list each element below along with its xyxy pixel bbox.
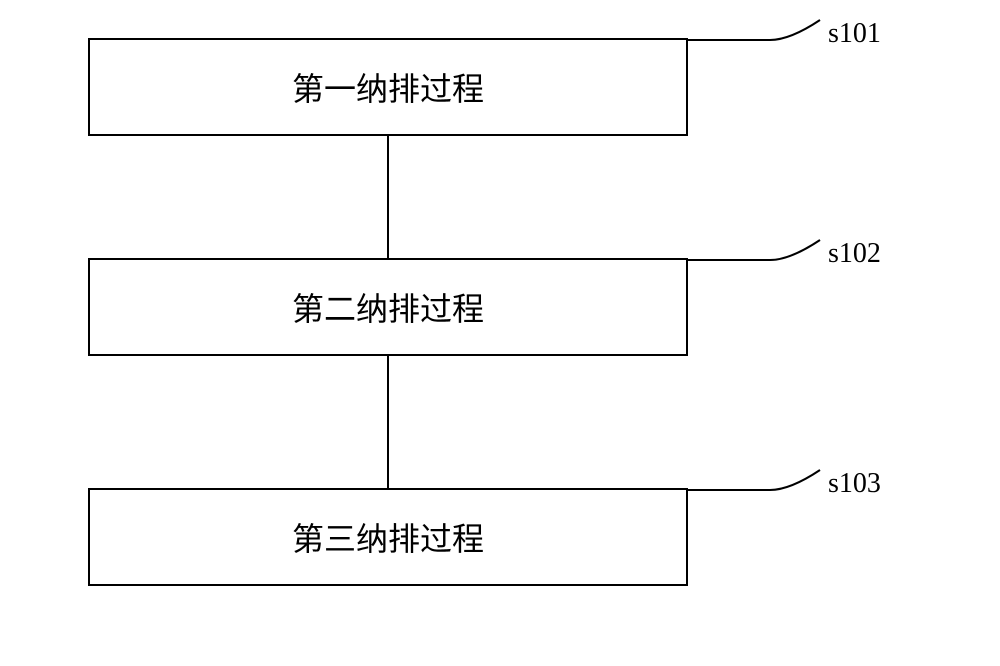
leader-line-3: [0, 0, 1000, 666]
step-label-3: s103: [828, 468, 881, 500]
